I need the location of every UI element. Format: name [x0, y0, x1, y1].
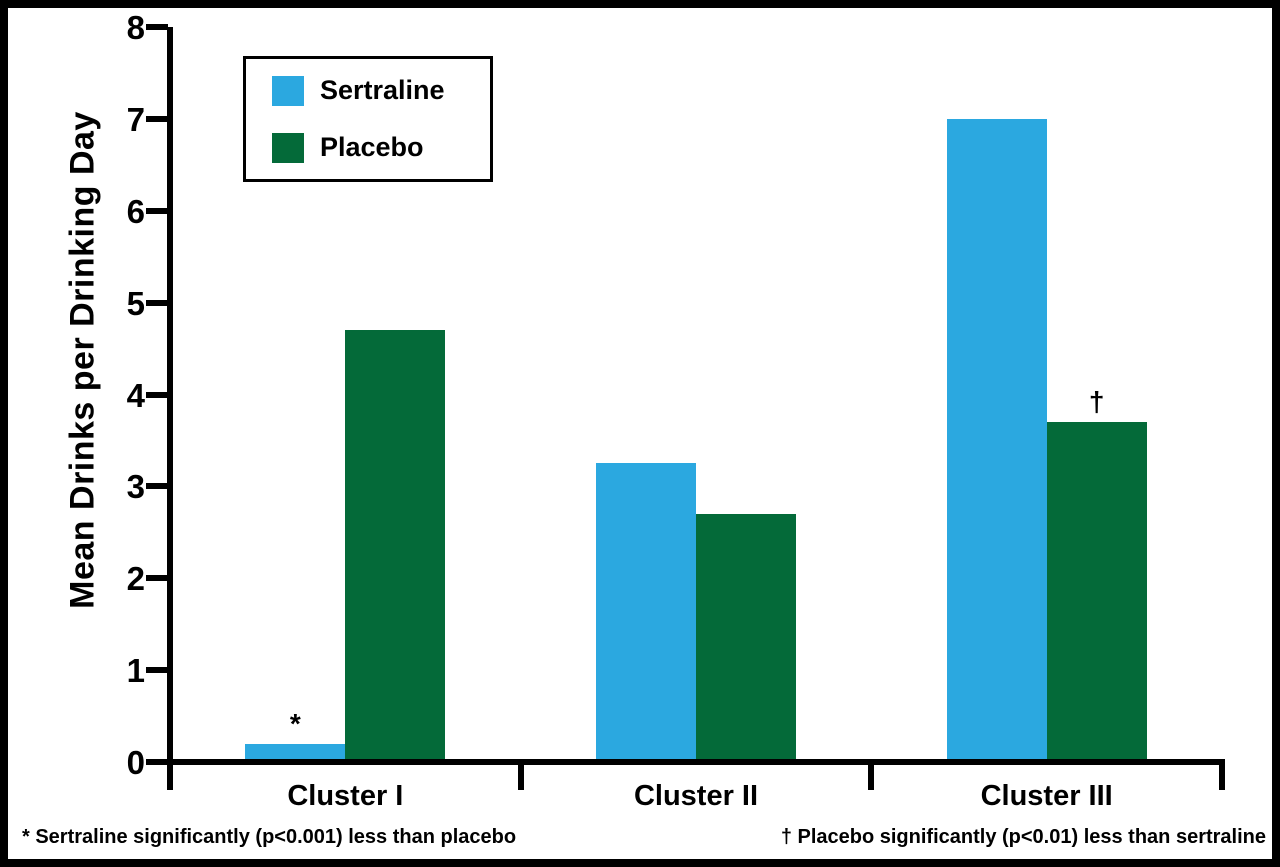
category-label-cluster-ii: Cluster II: [633, 780, 759, 812]
bar-placebo-cluster-i: [345, 330, 446, 765]
x-axis-divider-2: [868, 759, 875, 790]
y-tick-3: [146, 483, 168, 490]
chart-area: Mean Drinks per Drinking Day Sertraline …: [8, 8, 1272, 859]
legend-label-sertraline: Sertraline: [320, 75, 445, 105]
footnote-placebo-significance: † Placebo significantly (p<0.01) less th…: [780, 826, 1266, 848]
y-tick-7: [146, 115, 168, 122]
y-tick-2: [146, 575, 168, 582]
footnote-sertraline-significance: * Sertraline significantly (p<0.001) les…: [22, 826, 517, 848]
sertraline-color-swatch: [272, 75, 304, 106]
y-tick-5: [146, 299, 168, 306]
x-axis-divider-3: [1219, 759, 1225, 790]
y-tick-label-5: 5: [126, 284, 145, 322]
significance-marker-placebo-cluster-iii: †: [1088, 386, 1105, 418]
placebo-color-swatch: [272, 132, 304, 163]
legend-label-placebo: Placebo: [320, 132, 424, 162]
y-tick-label-1: 1: [126, 652, 145, 690]
x-axis-divider-0: [167, 759, 173, 790]
legend: Sertraline Placebo: [243, 56, 493, 182]
y-tick-1: [146, 667, 168, 674]
category-label-cluster-iii: Cluster III: [980, 780, 1113, 812]
y-axis-line: [167, 27, 173, 768]
y-tick-label-0: 0: [126, 744, 145, 781]
y-tick-label-2: 2: [126, 560, 145, 598]
legend-item-sertraline: Sertraline: [272, 75, 490, 106]
significance-marker-sertraline-cluster-i: *: [289, 707, 301, 739]
y-tick-label-7: 7: [126, 100, 145, 138]
y-tick-label-6: 6: [126, 192, 145, 230]
category-label-cluster-i: Cluster I: [287, 780, 404, 812]
y-tick-label-4: 4: [126, 376, 145, 414]
x-axis-line: [150, 759, 1225, 765]
bar-placebo-cluster-ii: [696, 513, 796, 765]
y-tick-label-8: 8: [126, 9, 145, 46]
y-tick-8: [146, 24, 168, 30]
legend-item-placebo: Placebo: [272, 132, 490, 163]
y-tick-4: [146, 391, 168, 398]
x-axis-divider-1: [517, 759, 524, 790]
y-tick-label-3: 3: [126, 468, 145, 506]
bar-sertraline-cluster-iii: [946, 118, 1047, 765]
bar-placebo-cluster-iii: [1046, 422, 1147, 765]
bar-sertraline-cluster-ii: [596, 463, 696, 765]
y-tick-6: [146, 207, 168, 214]
y-axis-title: Mean Drinks per Drinking Day: [63, 111, 102, 609]
